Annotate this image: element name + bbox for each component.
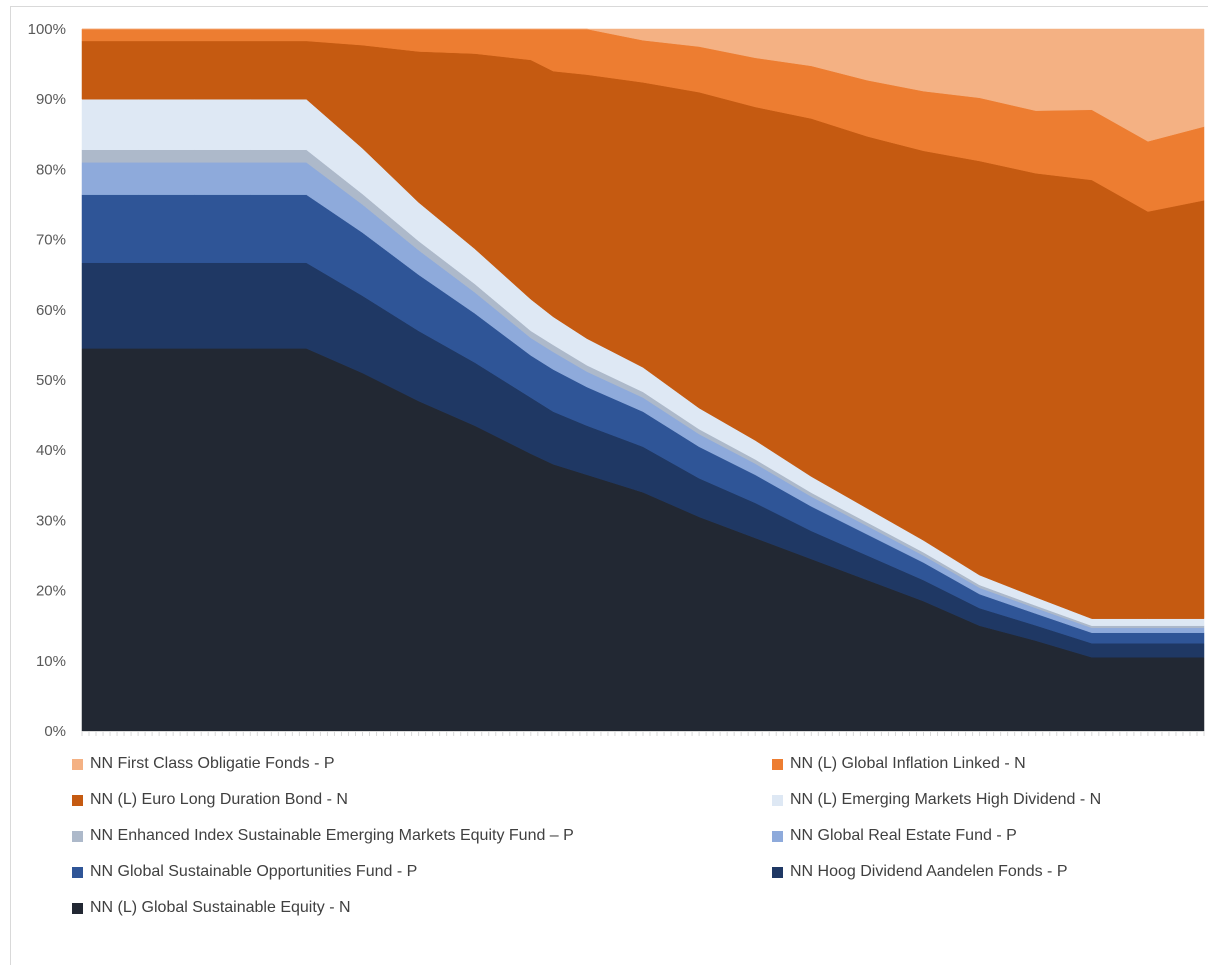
legend-item: NN Enhanced Index Sustainable Emerging M… <box>72 824 772 848</box>
y-tick-label: 60% <box>36 302 66 319</box>
legend-label: NN Global Sustainable Opportunities Fund… <box>90 863 418 880</box>
y-tick-label: 30% <box>36 512 66 529</box>
y-tick-label: 90% <box>36 91 66 108</box>
legend: NN First Class Obligatie Fonds - P NN (L… <box>72 752 1192 920</box>
legend-item: NN Global Sustainable Opportunities Fund… <box>72 860 772 884</box>
legend-swatch <box>772 758 783 770</box>
y-tick-label: 40% <box>36 442 66 459</box>
legend-label: NN Hoog Dividend Aandelen Fonds - P <box>790 863 1068 880</box>
x-axis <box>81 731 1205 736</box>
legend-label: NN Enhanced Index Sustainable Emerging M… <box>90 827 574 844</box>
y-axis-tick-labels: 0% 10% 20% 30% 40% 50% 60% 70% 80% 90% 100% <box>28 21 66 740</box>
y-tick-label: 100% <box>28 21 66 38</box>
legend-swatch <box>72 830 83 842</box>
area-series-group <box>81 28 1205 732</box>
stacked-area-chart: 0% 10% 20% 30% 40% 50% 60% 70% 80% 90% 100% <box>28 21 1205 740</box>
legend-swatch <box>72 794 83 806</box>
legend-label: NN (L) Global Sustainable Equity - N <box>90 899 351 916</box>
legend-item: NN (L) Euro Long Duration Bond - N <box>72 788 772 812</box>
legend-swatch <box>772 866 783 878</box>
legend-swatch <box>72 758 83 770</box>
legend-swatch <box>72 902 83 914</box>
legend-item: NN Global Real Estate Fund - P <box>772 824 1192 848</box>
legend-label: NN (L) Emerging Markets High Dividend - … <box>790 791 1102 808</box>
legend-item: NN (L) Emerging Markets High Dividend - … <box>772 788 1192 812</box>
legend-swatch <box>772 794 783 806</box>
legend-item: NN Hoog Dividend Aandelen Fonds - P <box>772 860 1192 884</box>
legend-item: NN (L) Global Sustainable Equity - N <box>72 896 772 920</box>
area-series-8 <box>82 28 1205 142</box>
legend-label: NN First Class Obligatie Fonds - P <box>90 755 335 772</box>
y-tick-label: 0% <box>44 723 66 740</box>
y-tick-label: 20% <box>36 583 66 600</box>
y-tick-label: 70% <box>36 232 66 249</box>
legend-swatch <box>772 830 783 842</box>
legend-item: NN (L) Global Inflation Linked - N <box>772 752 1192 776</box>
legend-label: NN (L) Global Inflation Linked - N <box>790 755 1026 772</box>
y-tick-label: 10% <box>36 653 66 670</box>
chart-frame <box>10 6 1208 965</box>
y-tick-label: 50% <box>36 372 66 389</box>
legend-item: NN First Class Obligatie Fonds - P <box>72 752 772 776</box>
legend-label: NN (L) Euro Long Duration Bond - N <box>90 791 348 808</box>
legend-swatch <box>72 866 83 878</box>
legend-label: NN Global Real Estate Fund - P <box>790 827 1017 844</box>
y-tick-label: 80% <box>36 161 66 178</box>
